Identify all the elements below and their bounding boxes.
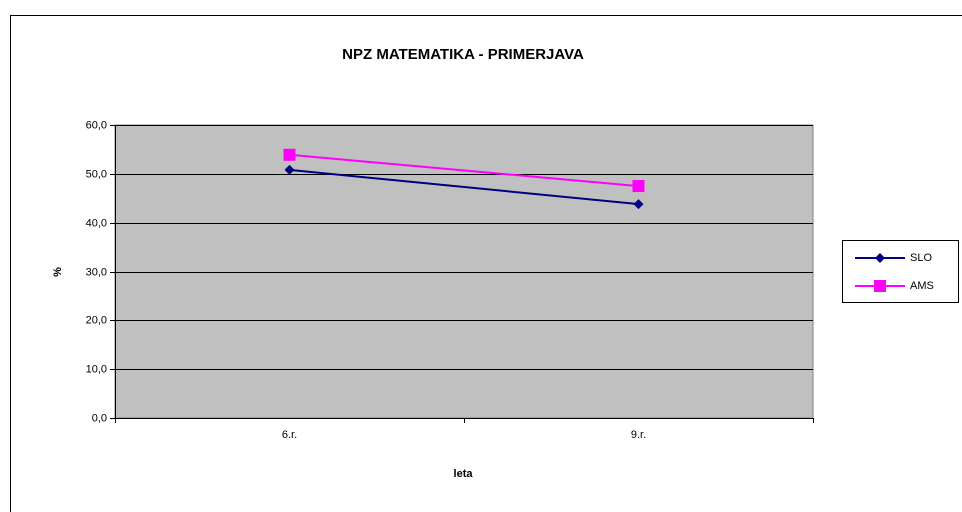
y-tick-label: 10,0 <box>86 363 107 375</box>
x-axis-title: leta <box>454 468 474 480</box>
y-tick-label: 40,0 <box>86 217 107 229</box>
x-tick-label: 6.r. <box>282 429 297 441</box>
data-point <box>284 164 295 175</box>
chart-title: NPZ MATEMATIKA - PRIMERJAVA <box>342 46 584 63</box>
y-tick-label: 30,0 <box>86 266 107 278</box>
series-line <box>289 153 639 188</box>
plot-area <box>114 124 814 419</box>
legend-box <box>842 240 959 303</box>
y-tick-label: 0,0 <box>92 412 107 424</box>
y-tick-label: 50,0 <box>86 168 107 180</box>
legend-marker <box>874 280 886 292</box>
x-tick-label: 9.r. <box>631 429 646 441</box>
legend-label: AMS <box>910 280 934 292</box>
data-point <box>632 180 645 193</box>
y-tick-label: 60,0 <box>86 119 107 131</box>
legend-label: SLO <box>910 252 932 264</box>
data-point <box>283 148 296 161</box>
data-point <box>633 199 644 210</box>
y-axis-title: % <box>52 267 64 277</box>
y-tick-label: 20,0 <box>86 314 107 326</box>
series-line <box>289 168 639 206</box>
legend-marker <box>875 253 885 263</box>
